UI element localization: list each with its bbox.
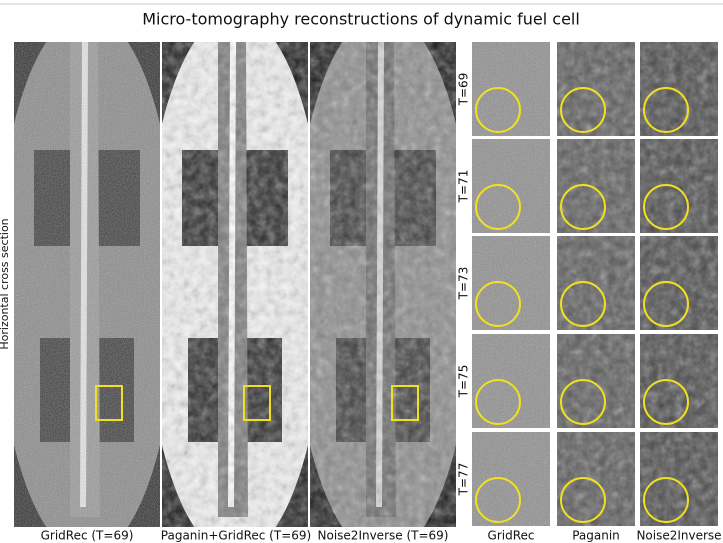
- crop-noise: [557, 42, 635, 136]
- crop-noise: [640, 139, 718, 233]
- crop-caption: Paganin: [572, 529, 620, 543]
- crop-noise: [557, 334, 635, 428]
- crop-noise: [472, 236, 550, 330]
- crop-caption: Noise2Inverse: [636, 529, 721, 543]
- time-label: T=69: [457, 73, 471, 107]
- panel-content: [0, 13, 178, 543]
- crop-noise: [640, 334, 718, 428]
- time-label: T=77: [457, 463, 471, 497]
- noise: [162, 42, 308, 527]
- time-label: T=75: [457, 365, 471, 399]
- crop-noise: [640, 42, 718, 136]
- time-label: T=71: [457, 170, 471, 204]
- crop-noise: [640, 432, 718, 526]
- crop-noise: [557, 139, 635, 233]
- panel-caption: Noise2Inverse (T=69): [318, 529, 449, 543]
- panel-content: [292, 13, 473, 543]
- crop-noise: [640, 236, 718, 330]
- panel-content: [144, 13, 325, 543]
- time-label: T=73: [457, 267, 471, 301]
- crop-noise: [472, 334, 550, 428]
- side-label: Horizontal cross section: [0, 218, 11, 349]
- crop-noise: [557, 236, 635, 330]
- panel-caption: Paganin+GridRec (T=69): [161, 529, 311, 543]
- crops: T=69 T=71 T=73 T=75 T=77 GridRec Paganin Noise2…: [457, 42, 722, 543]
- figure: Micro-tomography reconstructions of dyna…: [0, 0, 723, 543]
- noise: [14, 42, 160, 527]
- noise: [310, 42, 456, 527]
- panel-caption: GridRec (T=69): [41, 529, 134, 543]
- panel-image: [292, 13, 473, 543]
- crop-noise: [557, 432, 635, 526]
- crop-caption: GridRec: [488, 529, 535, 543]
- panel-image: [144, 13, 325, 543]
- crop-noise: [472, 42, 550, 136]
- crop-noise: [472, 139, 550, 233]
- panels: GridRec (T=69) Paganin+GridRec (T=69) Nois…: [0, 13, 474, 543]
- crop-noise: [472, 432, 550, 526]
- panel-image: [0, 13, 178, 543]
- figure-title: Micro-tomography reconstructions of dyna…: [142, 10, 580, 29]
